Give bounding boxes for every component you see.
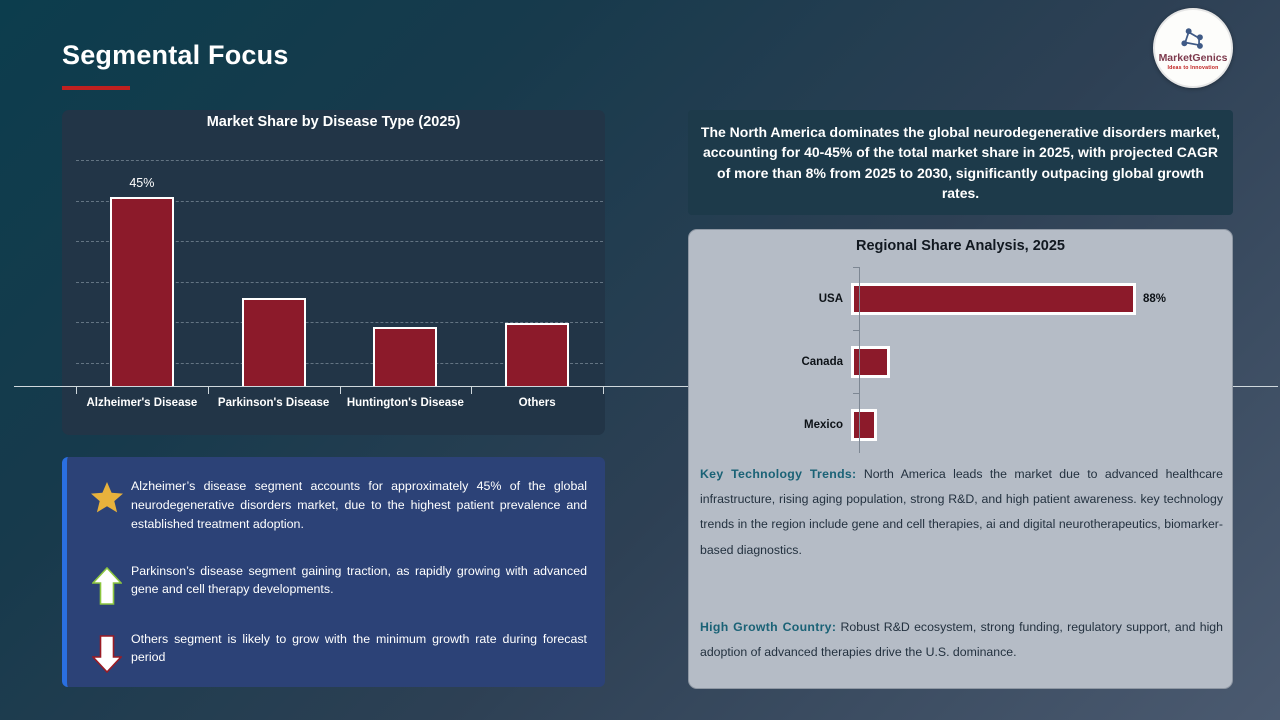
axis-tick — [853, 393, 860, 394]
grid-line — [76, 322, 603, 323]
marketgenics-logo[interactable]: MarketGenics Ideas to Innovation — [1153, 8, 1233, 88]
grid-line — [76, 241, 603, 242]
bar[interactable] — [373, 327, 438, 386]
bar[interactable] — [851, 283, 1136, 315]
bar-value-label: 45% — [129, 176, 155, 190]
grid-line — [76, 160, 603, 161]
arrow-down-icon — [83, 630, 131, 674]
horizontal-bar-chart-plot-area: USA 88% Canada Mexico — [689, 267, 1232, 453]
title-underline-rule — [62, 86, 130, 90]
regional-callout-box: The North America dominates the global n… — [688, 110, 1233, 215]
bar[interactable] — [851, 346, 890, 378]
axis-tick — [603, 386, 604, 394]
bar-chart-plot-area — [76, 146, 603, 389]
molecule-node-icon — [1181, 27, 1203, 49]
high-growth-country-paragraph: High Growth Country: Robust R&D ecosyste… — [700, 615, 1223, 665]
chart-title: Market Share by Disease Type (2025) — [206, 114, 461, 130]
page-title: Segmental Focus — [62, 40, 289, 70]
high-growth-country-label: High Growth Country: — [700, 620, 837, 634]
arrow-up-icon — [83, 562, 131, 606]
bar-column[interactable]: 45% — [109, 171, 174, 386]
bar-category-label: Canada — [801, 356, 843, 368]
bar-category-label: Huntington's Disease — [346, 397, 464, 409]
axis-tick — [339, 386, 341, 394]
callout-text: The North America dominates the global n… — [700, 123, 1221, 201]
bar[interactable] — [851, 409, 877, 441]
list-item: Others segment is likely to grow with th… — [83, 618, 593, 674]
bar-column[interactable] — [505, 297, 570, 386]
list-item-text: Others segment is likely to grow with th… — [131, 631, 587, 665]
regional-chart-title: Regional Share Analysis, 2025 — [855, 238, 1065, 254]
grid-line — [76, 281, 603, 283]
horizontal-bar-chart-axis — [859, 268, 860, 453]
high-growth-country-body: Robust R&D ecosystem, strong funding, re… — [700, 620, 1223, 660]
key-technology-trends-body: North America leads the market due to ad… — [700, 467, 1223, 557]
bar-category-label: Alzheimer's Disease — [86, 397, 198, 409]
grid-line — [76, 362, 603, 364]
grid-line — [76, 200, 603, 202]
logo-tagline-text: Ideas to Innovation — [1167, 64, 1219, 71]
insights-panel: Alzheimer’s disease segment accounts for… — [62, 457, 605, 687]
axis-tick — [853, 330, 860, 331]
bar[interactable] — [241, 298, 306, 386]
logo-brand-text: MarketGenics — [1158, 51, 1228, 64]
bar-row[interactable]: Canada — [689, 346, 1232, 378]
axis-tick — [76, 386, 77, 394]
bar[interactable] — [109, 197, 174, 386]
bar-row[interactable]: Mexico — [689, 409, 1232, 441]
key-technology-trends-label: Key Technology Trends: — [700, 467, 857, 481]
bar-category-label: USA — [818, 293, 843, 305]
list-item: Parkinson’s disease segment gaining trac… — [83, 546, 593, 606]
bar-category-label: Others — [518, 397, 556, 409]
axis-tick — [207, 386, 209, 394]
regional-analysis-panel: Regional Share Analysis, 2025 USA 88% Cana… — [688, 229, 1233, 689]
bar-category-label: Mexico — [804, 419, 843, 431]
list-item: Alzheimer’s disease segment accounts for… — [83, 471, 593, 534]
axis-tick — [471, 386, 473, 394]
axis-tick — [853, 267, 860, 268]
list-item-text: Alzheimer’s disease segment accounts for… — [131, 479, 587, 531]
bar-chart-baseline — [14, 386, 1278, 387]
bar-column[interactable] — [373, 301, 438, 386]
bar-value-label: 88% — [1143, 293, 1167, 305]
key-technology-trends-paragraph: Key Technology Trends: North America lea… — [700, 462, 1223, 563]
star-icon — [83, 477, 131, 514]
list-item-text: Parkinson’s disease segment gaining trac… — [131, 563, 587, 597]
bar[interactable] — [505, 323, 570, 386]
bar-row[interactable]: USA 88% — [689, 283, 1232, 315]
bar-column[interactable] — [241, 272, 306, 386]
bar-category-label: Parkinson's Disease — [217, 397, 330, 409]
